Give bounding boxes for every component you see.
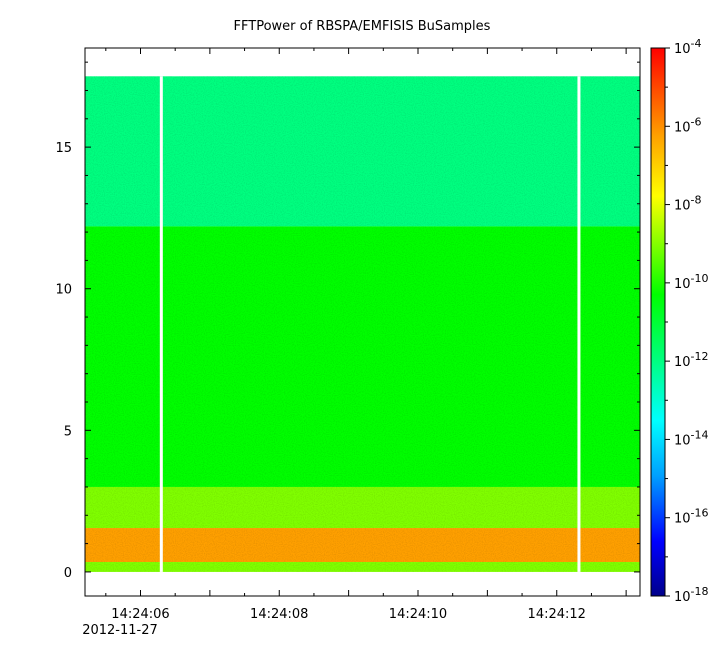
y-tick-label: 0 [64, 566, 72, 581]
colorbar-tick-label: 10-16 [674, 507, 709, 527]
colorbar [650, 47, 666, 597]
x-tick-label: 14:24:06 [111, 607, 169, 622]
plot-frame [84, 47, 641, 597]
x-tick-label: 14:24:12 [528, 607, 586, 622]
colorbar-tick-label: 10-14 [674, 428, 709, 448]
colorbar-tick-label: 10-6 [674, 115, 702, 135]
x-axis: 14:24:06 14:24:08 14:24:10 14:24:12 [105, 48, 627, 622]
colorbar-tick-label: 10-12 [674, 350, 709, 370]
colorbar-axis: 10-4 10-6 10-8 10-10 10-12 10-14 10-16 10-18 [665, 37, 709, 605]
y-tick-label: 5 [64, 424, 72, 439]
colorbar-tick-label: 10-10 [674, 272, 709, 292]
data-gap-line [577, 76, 581, 572]
y-tick-label: 15 [55, 141, 72, 156]
colorbar-tick-label: 10-18 [674, 585, 709, 605]
spectrogram-noise-texture [85, 76, 640, 572]
plot-area [85, 76, 640, 572]
y-tick-label: 10 [55, 283, 72, 298]
data-gap-line [159, 76, 163, 572]
x-tick-label: 14:24:10 [389, 607, 447, 622]
x-date-label: 2012-11-27 [82, 623, 158, 638]
colorbar-tick-label: 10-4 [674, 37, 702, 57]
colorbar-tick-label: 10-8 [674, 194, 702, 214]
x-tick-label: 14:24:08 [250, 607, 308, 622]
y-axis: 0 5 10 15 [55, 61, 640, 581]
chart-title: FFTPower of RBSPA/EMFISIS BuSamples [234, 19, 491, 34]
